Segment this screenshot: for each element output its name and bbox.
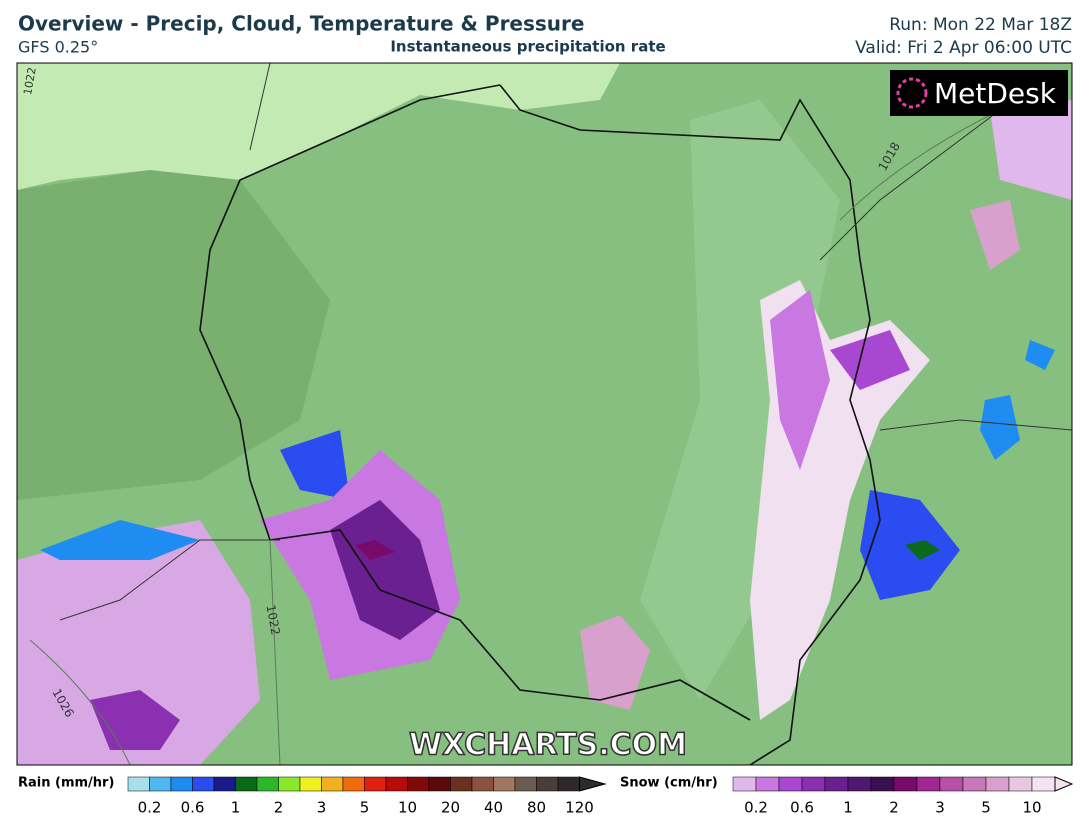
colorbar-tick-label: 5 <box>360 799 370 817</box>
color-swatch <box>514 776 537 792</box>
color-swatch <box>213 776 236 792</box>
model: GFS 0.25° <box>18 38 98 57</box>
snow-legend-label: Snow (cm/hr) <box>620 776 718 791</box>
color-swatch <box>407 776 430 792</box>
colorbar-tick-label: 10 <box>1022 799 1041 817</box>
color-swatch <box>824 776 849 792</box>
color-swatch <box>170 776 193 792</box>
color-swatch <box>893 776 918 792</box>
color-swatch <box>127 776 150 792</box>
color-swatch <box>557 776 580 792</box>
color-swatch <box>192 776 215 792</box>
colorbar-tick-label: 0.2 <box>138 799 162 817</box>
colorbar-tick-label: 0.2 <box>744 799 768 817</box>
color-swatch <box>1031 776 1056 792</box>
color-swatch <box>299 776 322 792</box>
color-swatch <box>493 776 516 792</box>
color-swatch <box>278 776 301 792</box>
colorbar-tick-label: 80 <box>527 799 546 817</box>
subtitle: Instantaneous precipitation rate <box>390 38 665 56</box>
color-swatch <box>732 776 757 792</box>
colorbar-arrow <box>1054 776 1074 792</box>
color-swatch <box>256 776 279 792</box>
isobar-label: 1022 <box>21 66 39 96</box>
color-swatch <box>962 776 987 792</box>
colorbar-tick-label: 1 <box>231 799 241 817</box>
colorbar-tick-label: 2 <box>889 799 899 817</box>
colorbar-tick-label: 2 <box>274 799 284 817</box>
colorbar-tick-label: 0.6 <box>790 799 814 817</box>
color-swatch <box>321 776 344 792</box>
colorbar-tick-label: 40 <box>484 799 503 817</box>
color-swatch <box>916 776 941 792</box>
title: Overview - Precip, Cloud, Temperature & … <box>18 12 584 36</box>
color-swatch <box>364 776 387 792</box>
watermark: WXCHARTS.COM <box>409 728 687 763</box>
logo-box <box>890 70 1068 116</box>
color-swatch <box>450 776 473 792</box>
logo: MetDesk <box>934 77 1057 110</box>
color-swatch <box>342 776 365 792</box>
color-swatch <box>778 776 803 792</box>
rain-legend-label: Rain (mm/hr) <box>18 776 114 791</box>
colorbar-tick-label: 0.6 <box>181 799 205 817</box>
color-swatch <box>985 776 1010 792</box>
color-swatch <box>235 776 258 792</box>
colorbar-tick-label: 3 <box>935 799 945 817</box>
colorbar-tick-label: 10 <box>398 799 417 817</box>
color-swatch <box>471 776 494 792</box>
colorbar-arrow <box>579 776 607 792</box>
color-swatch <box>428 776 451 792</box>
valid-time: Valid: Fri 2 Apr 06:00 UTC <box>855 38 1072 58</box>
colorbar-tick-label: 1 <box>843 799 853 817</box>
color-swatch <box>870 776 895 792</box>
color-swatch <box>847 776 872 792</box>
colorbar-tick-label: 5 <box>981 799 991 817</box>
map: MetDesk WXCHARTS.COM 1022 1026 1018 1022 <box>17 63 1072 765</box>
map-frame <box>16 62 1073 766</box>
run-time: Run: Mon 22 Mar 18Z <box>889 15 1072 35</box>
color-swatch <box>939 776 964 792</box>
color-swatch <box>536 776 559 792</box>
color-swatch <box>801 776 826 792</box>
color-swatch <box>385 776 408 792</box>
colorbar-tick-label: 3 <box>317 799 327 817</box>
color-swatch <box>149 776 172 792</box>
color-swatch <box>1008 776 1033 792</box>
color-swatch <box>755 776 780 792</box>
colorbar-tick-label: 120 <box>565 799 594 817</box>
colorbar-tick-label: 20 <box>441 799 460 817</box>
isobar-label: 1022 <box>264 604 283 637</box>
